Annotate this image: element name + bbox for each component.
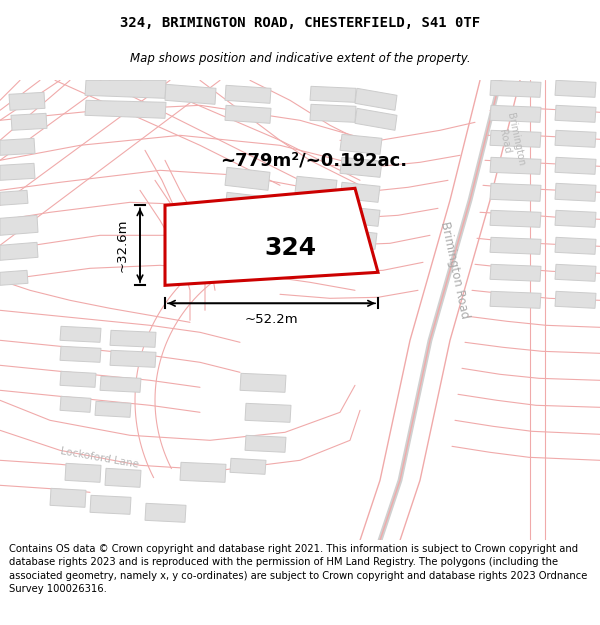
Polygon shape xyxy=(0,163,35,180)
Polygon shape xyxy=(340,229,377,249)
Polygon shape xyxy=(355,88,397,110)
Text: Brimington
Road: Brimington Road xyxy=(494,112,526,169)
Polygon shape xyxy=(490,291,541,308)
Polygon shape xyxy=(90,495,131,514)
Polygon shape xyxy=(490,105,541,122)
Polygon shape xyxy=(340,206,380,226)
Polygon shape xyxy=(0,215,38,235)
Polygon shape xyxy=(490,80,541,98)
Polygon shape xyxy=(555,291,596,308)
Polygon shape xyxy=(11,113,47,130)
Polygon shape xyxy=(555,238,596,254)
Polygon shape xyxy=(0,138,35,155)
Polygon shape xyxy=(490,264,541,281)
Polygon shape xyxy=(180,462,226,482)
Polygon shape xyxy=(555,210,596,227)
Polygon shape xyxy=(85,80,166,98)
Polygon shape xyxy=(225,168,270,190)
Polygon shape xyxy=(355,108,397,130)
Polygon shape xyxy=(105,468,141,488)
Polygon shape xyxy=(245,403,291,422)
Polygon shape xyxy=(555,264,596,281)
Polygon shape xyxy=(310,86,356,103)
Polygon shape xyxy=(555,158,596,174)
Polygon shape xyxy=(490,158,541,174)
Polygon shape xyxy=(340,158,382,177)
Polygon shape xyxy=(225,105,271,123)
Polygon shape xyxy=(230,458,266,474)
Polygon shape xyxy=(310,104,356,122)
Text: Map shows position and indicative extent of the property.: Map shows position and indicative extent… xyxy=(130,52,470,65)
Polygon shape xyxy=(100,376,141,392)
Polygon shape xyxy=(95,401,131,418)
Polygon shape xyxy=(0,190,28,205)
Text: ~779m²/~0.192ac.: ~779m²/~0.192ac. xyxy=(220,151,407,169)
Text: ~52.2m: ~52.2m xyxy=(245,312,298,326)
Polygon shape xyxy=(295,198,337,220)
Polygon shape xyxy=(60,396,91,412)
Polygon shape xyxy=(0,270,28,285)
Polygon shape xyxy=(165,188,378,285)
Polygon shape xyxy=(110,330,156,348)
Polygon shape xyxy=(50,488,86,508)
Polygon shape xyxy=(490,130,541,148)
Polygon shape xyxy=(225,85,271,103)
Polygon shape xyxy=(165,84,216,104)
Polygon shape xyxy=(490,238,541,254)
Polygon shape xyxy=(65,463,101,482)
Polygon shape xyxy=(555,183,596,201)
Text: Lockoford Lane: Lockoford Lane xyxy=(60,446,140,470)
Text: 324, BRIMINGTON ROAD, CHESTERFIELD, S41 0TF: 324, BRIMINGTON ROAD, CHESTERFIELD, S41 … xyxy=(120,16,480,31)
Polygon shape xyxy=(85,100,166,118)
Text: 324: 324 xyxy=(265,236,317,260)
Polygon shape xyxy=(340,182,380,203)
Polygon shape xyxy=(60,371,96,388)
Text: ~32.6m: ~32.6m xyxy=(115,219,128,272)
Polygon shape xyxy=(555,105,596,122)
Polygon shape xyxy=(245,435,286,452)
Text: Contains OS data © Crown copyright and database right 2021. This information is : Contains OS data © Crown copyright and d… xyxy=(9,544,587,594)
Text: Brimington Road: Brimington Road xyxy=(439,221,472,320)
Polygon shape xyxy=(555,80,596,98)
Polygon shape xyxy=(60,326,101,342)
Polygon shape xyxy=(295,176,337,196)
Polygon shape xyxy=(490,183,541,201)
Polygon shape xyxy=(490,210,541,227)
Polygon shape xyxy=(110,350,156,368)
Polygon shape xyxy=(145,503,186,522)
Polygon shape xyxy=(555,130,596,148)
Polygon shape xyxy=(240,373,286,392)
Polygon shape xyxy=(340,134,382,154)
Polygon shape xyxy=(9,92,45,110)
Polygon shape xyxy=(0,242,38,260)
Polygon shape xyxy=(60,346,101,362)
Polygon shape xyxy=(225,192,270,215)
